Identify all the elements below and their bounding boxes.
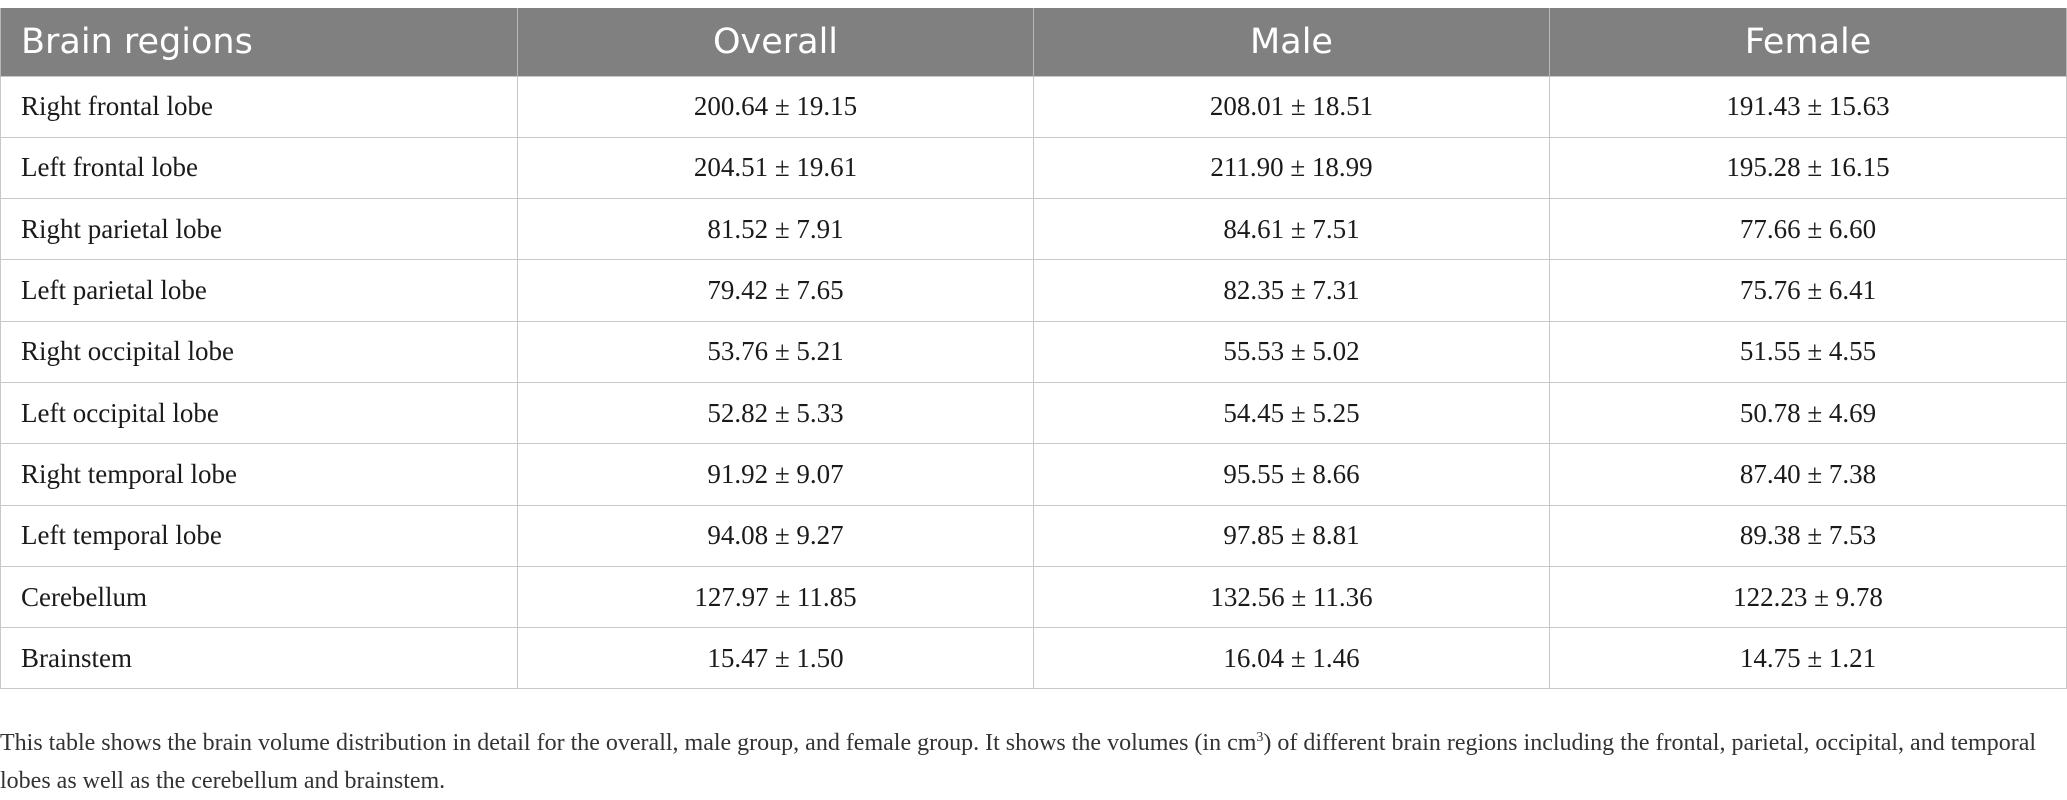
footnote-text-before: This table shows the brain volume distri… <box>0 730 1257 756</box>
cell-female: 50.78 ± 4.69 <box>1549 381 2067 445</box>
header-female: Female <box>1549 8 2067 76</box>
table-row: Cerebellum 127.97 ± 11.85 132.56 ± 11.36 12… <box>0 565 2067 629</box>
cell-overall: 81.52 ± 7.91 <box>517 198 1034 261</box>
table-row: Left occipital lobe 52.82 ± 5.33 54.45 ± 5… <box>0 381 2067 445</box>
cell-region: Left parietal lobe <box>0 259 518 322</box>
cell-female: 14.75 ± 1.21 <box>1549 627 2067 690</box>
table-row: Brainstem 15.47 ± 1.50 16.04 ± 1.46 14.75 ±… <box>0 627 2067 690</box>
cell-region: Right frontal lobe <box>0 75 518 138</box>
cell-overall: 15.47 ± 1.50 <box>517 627 1034 690</box>
cell-region: Right temporal lobe <box>0 443 518 506</box>
header-brain-regions: Brain regions <box>0 8 518 76</box>
cell-male: 84.61 ± 7.51 <box>1033 198 1550 261</box>
cell-male: 211.90 ± 18.99 <box>1033 136 1550 200</box>
header-male: Male <box>1033 8 1550 76</box>
cell-male: 95.55 ± 8.66 <box>1033 443 1550 506</box>
cell-female: 191.43 ± 15.63 <box>1549 75 2067 138</box>
cell-region: Left occipital lobe <box>0 381 518 445</box>
cell-female: 51.55 ± 4.55 <box>1549 320 2067 383</box>
cell-male: 16.04 ± 1.46 <box>1033 627 1550 690</box>
cell-region: Left temporal lobe <box>0 504 518 567</box>
cell-female: 77.66 ± 6.60 <box>1549 198 2067 261</box>
cell-male: 132.56 ± 11.36 <box>1033 565 1550 629</box>
cell-overall: 79.42 ± 7.65 <box>517 259 1034 322</box>
cell-region: Left frontal lobe <box>0 136 518 200</box>
brain-volume-table-container: Brain regions Overall Male Female Right … <box>0 8 2067 690</box>
cell-male: 208.01 ± 18.51 <box>1033 75 1550 138</box>
cell-female: 195.28 ± 16.15 <box>1549 136 2067 200</box>
cell-male: 54.45 ± 5.25 <box>1033 381 1550 445</box>
cell-female: 87.40 ± 7.38 <box>1549 443 2067 506</box>
cell-overall: 127.97 ± 11.85 <box>517 565 1034 629</box>
cell-overall: 200.64 ± 19.15 <box>517 75 1034 138</box>
cell-overall: 52.82 ± 5.33 <box>517 381 1034 445</box>
cell-region: Brainstem <box>0 627 518 690</box>
cell-overall: 53.76 ± 5.21 <box>517 320 1034 383</box>
footnote-superscript: 3 <box>1256 730 1264 745</box>
cell-male: 82.35 ± 7.31 <box>1033 259 1550 322</box>
table-row: Right occipital lobe 53.76 ± 5.21 55.53 ± … <box>0 320 2067 383</box>
brain-volume-table: Brain regions Overall Male Female Right … <box>0 8 2067 690</box>
cell-female: 89.38 ± 7.53 <box>1549 504 2067 567</box>
cell-overall: 204.51 ± 19.61 <box>517 136 1034 200</box>
cell-overall: 91.92 ± 9.07 <box>517 443 1034 506</box>
table-row: Right temporal lobe 91.92 ± 9.07 95.55 ± 8… <box>0 443 2067 506</box>
cell-male: 55.53 ± 5.02 <box>1033 320 1550 383</box>
cell-male: 97.85 ± 8.81 <box>1033 504 1550 567</box>
table-row: Right frontal lobe 200.64 ± 19.15 208.01 ±… <box>0 75 2067 138</box>
table-header-row: Brain regions Overall Male Female <box>0 8 2067 76</box>
table-row: Left parietal lobe 79.42 ± 7.65 82.35 ± 7.… <box>0 259 2067 322</box>
table-body: Right frontal lobe 200.64 ± 19.15 208.01 ±… <box>0 75 2067 690</box>
table-row: Right parietal lobe 81.52 ± 7.91 84.61 ± 7… <box>0 198 2067 261</box>
table-row: Left frontal lobe 204.51 ± 19.61 211.90 ± … <box>0 136 2067 200</box>
cell-region: Cerebellum <box>0 565 518 629</box>
cell-female: 122.23 ± 9.78 <box>1549 565 2067 629</box>
cell-female: 75.76 ± 6.41 <box>1549 259 2067 322</box>
table-footnote: This table shows the brain volume distri… <box>0 724 2040 800</box>
header-overall: Overall <box>517 8 1034 76</box>
table-row: Left temporal lobe 94.08 ± 9.27 97.85 ± 8.… <box>0 504 2067 567</box>
cell-overall: 94.08 ± 9.27 <box>517 504 1034 567</box>
cell-region: Right occipital lobe <box>0 320 518 383</box>
cell-region: Right parietal lobe <box>0 198 518 261</box>
